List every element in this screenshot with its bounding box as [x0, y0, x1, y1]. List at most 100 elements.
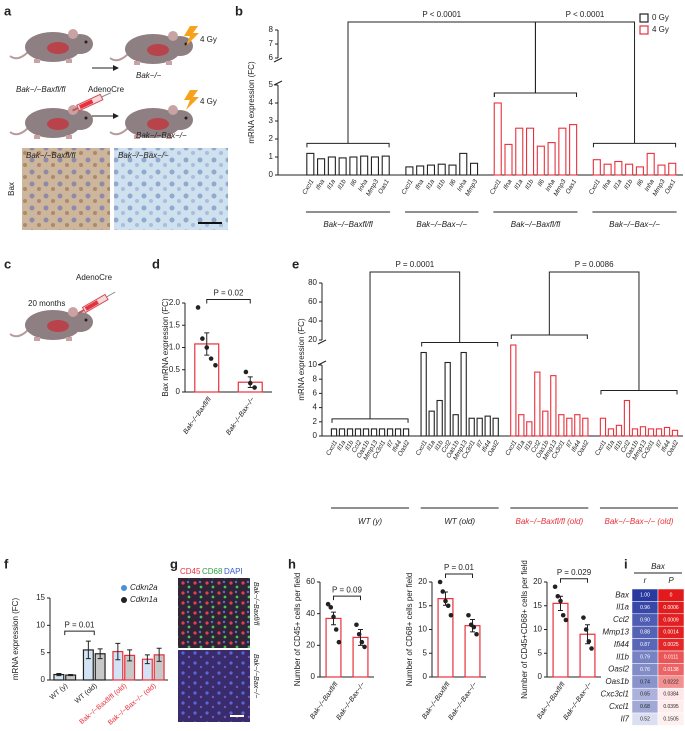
data-point [437, 579, 443, 585]
data-point [200, 336, 205, 341]
data-point [325, 601, 331, 607]
y-tick-label: 0 [313, 431, 318, 440]
significance-bracket [306, 21, 578, 148]
y-tick-label: 10 [308, 360, 317, 369]
x-tick-label: Il1a [336, 439, 347, 452]
legend-label: 4 Gy [652, 25, 669, 34]
data-point [208, 356, 214, 361]
y-axis-label: mRNA expression (FC) [297, 318, 306, 401]
error-bar [97, 648, 103, 660]
cell-label: 0.0014 [663, 630, 679, 636]
ihc-image [114, 148, 228, 230]
x-tick-label: Ifna [601, 178, 613, 191]
bar [625, 163, 634, 176]
bar [381, 155, 390, 176]
legend-marker [121, 585, 127, 591]
y-tick-label: 5 [269, 80, 274, 89]
bar [639, 426, 647, 437]
error-bar [68, 674, 74, 677]
significance-bracket [64, 630, 95, 636]
treatment-label: AdenoCre [88, 85, 125, 94]
panel-letter: a [4, 3, 12, 18]
image-label: Bak−/−Bax−/− [252, 654, 259, 698]
heatmap-title: Bax [651, 562, 666, 571]
bar [558, 414, 565, 437]
bar [603, 163, 612, 176]
bar [437, 163, 446, 176]
significance-bracket [445, 573, 473, 578]
column-header: P [668, 576, 674, 585]
x-tick-label: Ifna [502, 178, 514, 191]
data-point [466, 612, 471, 618]
group-label: Bak−/−Bax−/− [609, 220, 660, 229]
x-tick-label: Il1a [326, 178, 337, 191]
p-value: P = 0.0086 [575, 260, 614, 269]
y-tick-label: 7 [269, 39, 274, 48]
y-tick-label: 0 [423, 672, 428, 681]
y-tick-label: 10 [36, 620, 45, 629]
data-point [555, 593, 561, 599]
bar [504, 143, 513, 176]
x-tick-label: Cxcl1 [400, 178, 414, 196]
bar [525, 127, 535, 176]
ihc-image [22, 148, 110, 230]
bar [646, 152, 655, 176]
y-tick-label: 5 [423, 648, 428, 657]
x-tick-label: Ifna [315, 178, 327, 191]
mouse-icon [109, 30, 194, 66]
data-point [440, 589, 446, 594]
cell-label: 0.0009 [663, 617, 679, 623]
bar [569, 124, 578, 176]
bar [346, 428, 354, 437]
treatment-label: AdenoCre [76, 273, 113, 282]
x-tick-label: Oas1 [377, 178, 391, 195]
row-label: Il1a [616, 603, 629, 612]
x-tick-label: Bak−/−Baxfl/fl [182, 396, 213, 436]
y-tick-label: 15 [418, 601, 427, 610]
genotype-label: Bak−/−Bax−/− [136, 131, 187, 140]
bar [459, 152, 468, 176]
y-axis-label: Number of CD45+ cells per field [293, 573, 302, 687]
bar [360, 155, 369, 176]
panel-letter: d [152, 256, 160, 271]
x-tick-label: Il1a [426, 439, 437, 452]
column-header: r [644, 576, 647, 585]
x-tick-label: Bak−/−Baxfl/fl [536, 681, 567, 721]
row-label: Il7 [621, 714, 630, 723]
data-point [356, 631, 362, 637]
bar [370, 428, 378, 437]
cell-label: 0.76 [640, 667, 650, 673]
group-label: Bak−/−Baxfl/fl (old) [516, 517, 584, 526]
p-value: P < 0.0001 [422, 10, 461, 19]
bar [493, 102, 502, 176]
x-tick-label: Oas1 [565, 178, 579, 195]
y-tick-label: 4 [313, 403, 318, 412]
y-tick-label: 60 [306, 577, 315, 586]
bar [437, 598, 454, 678]
error-bar [127, 649, 133, 662]
cell-label: 0.0006 [663, 605, 679, 611]
data-point [252, 385, 257, 390]
bar [349, 156, 358, 176]
bar [362, 428, 370, 437]
bar [623, 399, 631, 437]
bar [526, 421, 533, 437]
bar [647, 428, 655, 437]
stain-label: Bax [7, 182, 16, 196]
x-tick-label: Il1b [623, 178, 634, 191]
y-tick-label: 6 [269, 53, 274, 62]
bar [448, 164, 457, 176]
row-label: Oas1b [605, 677, 629, 686]
y-tick-label: 80 [308, 278, 317, 287]
bar [436, 399, 443, 437]
panel-letter: b [235, 3, 243, 18]
data-point [362, 644, 367, 650]
data-point [354, 622, 359, 628]
y-tick-label: 40 [306, 609, 315, 618]
genotype-label: Bak−/−Baxfl/fl [16, 85, 66, 94]
y-tick-label: 60 [308, 297, 317, 306]
data-point [445, 603, 451, 609]
x-tick-label: Il1b [523, 439, 534, 452]
bar [338, 428, 346, 437]
cell-label: 1.00 [640, 593, 650, 599]
